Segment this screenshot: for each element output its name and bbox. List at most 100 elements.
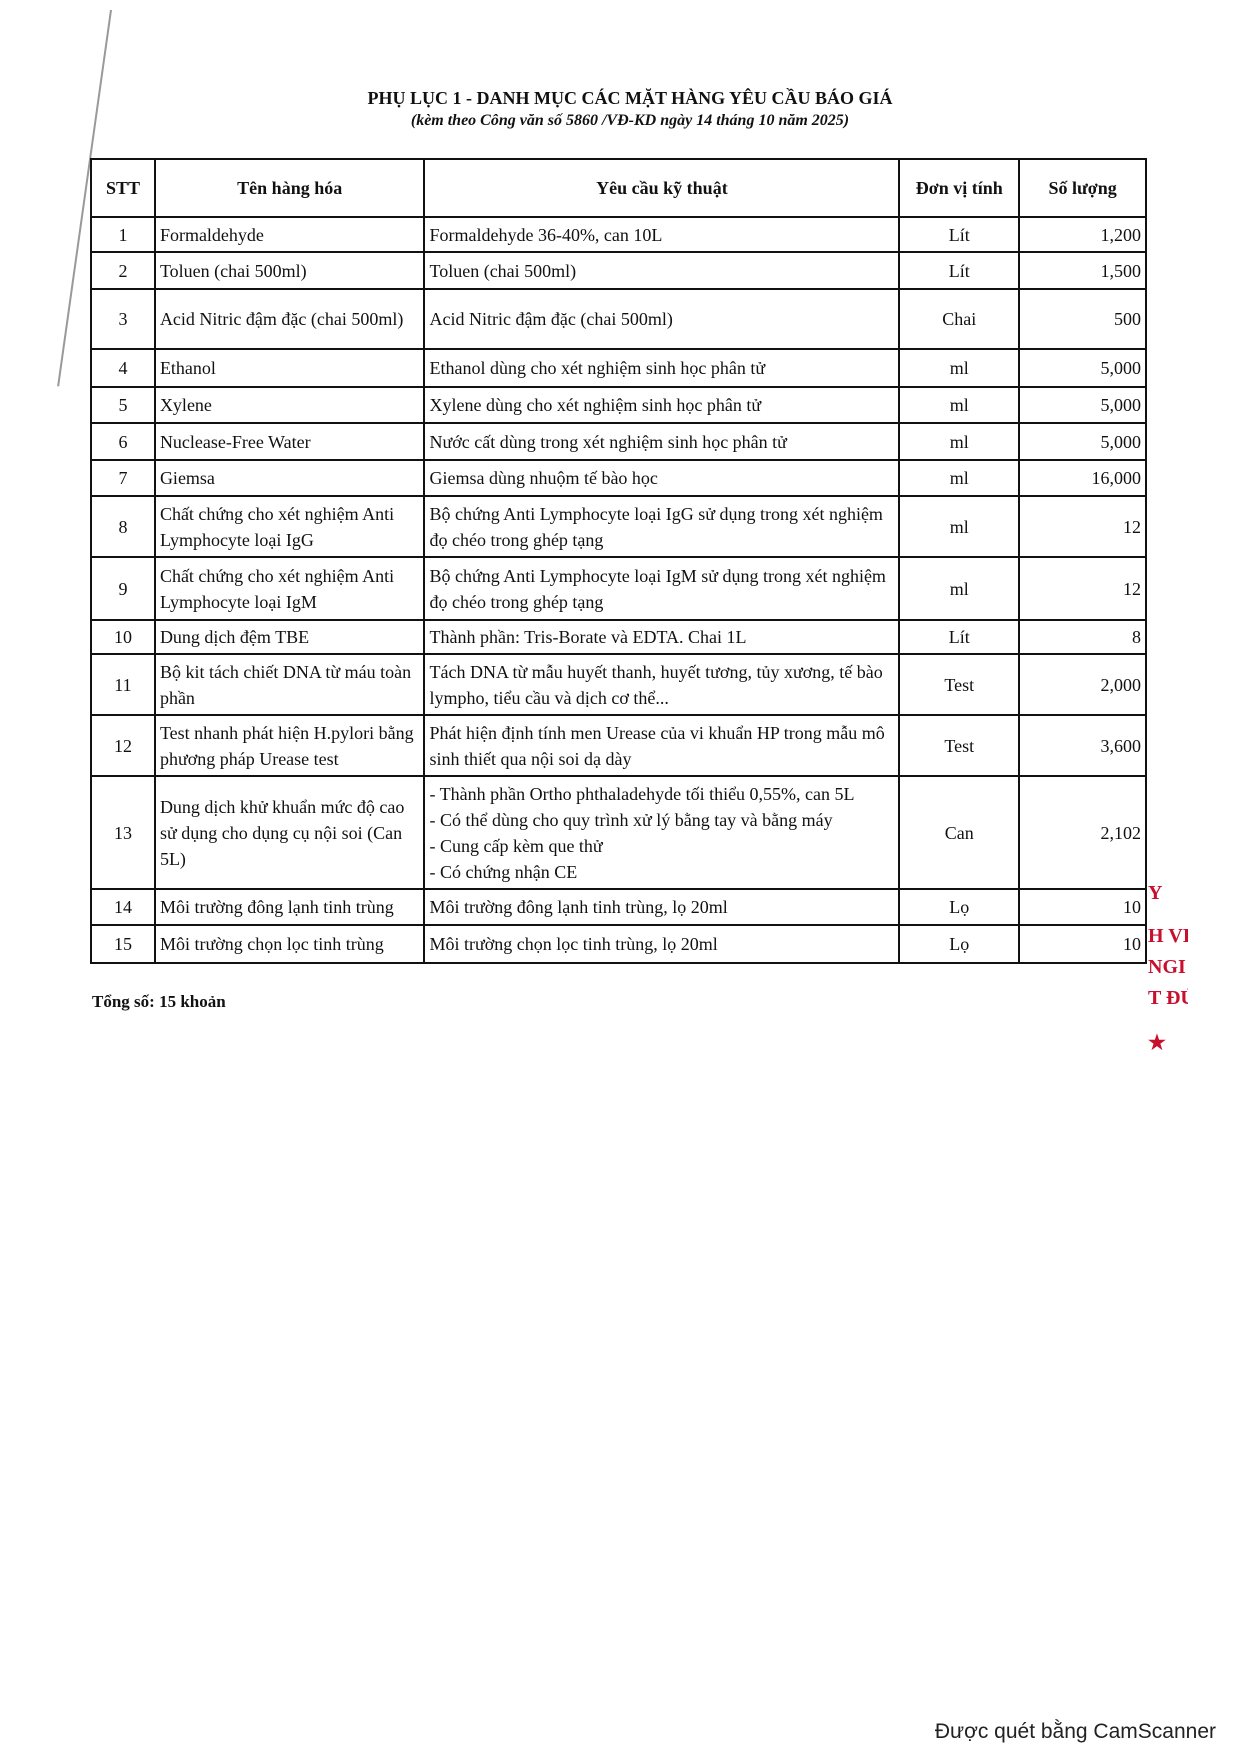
cell-name: Nuclease-Free Water xyxy=(153,422,426,461)
table-row: 3 Acid Nitric đậm đặc (chai 500ml) Acid Ni… xyxy=(90,288,1147,350)
page-subtitle: (kèm theo Công văn số 5860 /VĐ-KD ngày 1… xyxy=(410,112,850,129)
cell-unit: ml xyxy=(898,348,1021,388)
cell-spec: Bộ chứng Anti Lymphocyte loại IgG sử dụn… xyxy=(423,495,901,558)
cell-name: Chất chứng cho xét nghiệm Anti Lymphocyt… xyxy=(153,556,426,621)
cell-stt: 4 xyxy=(90,348,156,388)
table-row: 6 Nuclease-Free Water Nước cất dùng trong … xyxy=(90,422,1147,461)
cell-qty: 5,000 xyxy=(1018,348,1147,388)
cell-stt: 2 xyxy=(90,251,156,290)
cell-qty: 10 xyxy=(1018,888,1147,926)
table-row: 11 Bộ kit tách chiết DNA từ máu toàn phần… xyxy=(90,653,1147,716)
cell-unit: Lít xyxy=(898,619,1021,655)
header-qty: Số lượng xyxy=(1018,158,1147,218)
cell-qty: 1,500 xyxy=(1018,251,1147,290)
header-stt: STT xyxy=(90,158,156,218)
table-row: 8 Chất chứng cho xét nghiệm Anti Lymphocy… xyxy=(90,495,1147,558)
cell-stt: 13 xyxy=(90,775,156,890)
cell-spec: Môi trường chọn lọc tinh trùng, lọ 20ml xyxy=(423,924,901,964)
table-row: 13 Dung dịch khử khuẩn mức độ cao sử dụng… xyxy=(90,775,1147,890)
cell-unit: Lít xyxy=(898,251,1021,290)
cell-spec: - Thành phần Ortho phthaladehyde tối thi… xyxy=(423,775,901,890)
cell-stt: 6 xyxy=(90,422,156,461)
cell-spec: Ethanol dùng cho xét nghiệm sinh học phâ… xyxy=(423,348,901,388)
items-table: STT Tên hàng hóa Yêu cầu kỹ thuật Đơn vị… xyxy=(90,158,1147,964)
cell-qty: 3,600 xyxy=(1018,714,1147,777)
cell-stt: 9 xyxy=(90,556,156,621)
table-row: 1 Formaldehyde Formaldehyde 36-40%, can 10… xyxy=(90,216,1147,253)
cell-stt: 15 xyxy=(90,924,156,964)
cell-spec: Môi trường đông lạnh tinh trùng, lọ 20ml xyxy=(423,888,901,926)
cell-spec: Giemsa dùng nhuộm tế bào học xyxy=(423,459,901,497)
cell-name: Môi trường chọn lọc tinh trùng xyxy=(153,924,426,964)
cell-spec: Xylene dùng cho xét nghiệm sinh học phân… xyxy=(423,386,901,424)
cell-unit: Test xyxy=(898,653,1021,716)
cell-stt: 5 xyxy=(90,386,156,424)
cell-qty: 16,000 xyxy=(1018,459,1147,497)
table-row: 12 Test nhanh phát hiện H.pylori bằng phư… xyxy=(90,714,1147,777)
cell-unit: Lọ xyxy=(898,924,1021,964)
cell-spec: Nước cất dùng trong xét nghiệm sinh học … xyxy=(423,422,901,461)
table-row: 4 Ethanol Ethanol dùng cho xét nghiệm sinh… xyxy=(90,348,1147,388)
cell-qty: 8 xyxy=(1018,619,1147,655)
cell-name: Ethanol xyxy=(153,348,426,388)
cell-unit: Can xyxy=(898,775,1021,890)
header-name: Tên hàng hóa xyxy=(153,158,426,218)
page-title: PHỤ LỤC 1 - DANH MỤC CÁC MẶT HÀNG YÊU CẦ… xyxy=(367,88,893,108)
table-row: 7 Giemsa Giemsa dùng nhuộm tế bào học ml 16,… xyxy=(90,459,1147,497)
cell-qty: 10 xyxy=(1018,924,1147,964)
cell-stt: 12 xyxy=(90,714,156,777)
cell-name: Xylene xyxy=(153,386,426,424)
cell-qty: 2,102 xyxy=(1018,775,1147,890)
cell-qty: 5,000 xyxy=(1018,386,1147,424)
cell-qty: 1,200 xyxy=(1018,216,1147,253)
header-spec: Yêu cầu kỹ thuật xyxy=(423,158,901,218)
table-row: 15 Môi trường chọn lọc tinh trùng Môi trườ… xyxy=(90,924,1147,964)
cell-name: Dung dịch khử khuẩn mức độ cao sử dụng c… xyxy=(153,775,426,890)
cell-qty: 500 xyxy=(1018,288,1147,350)
cell-spec: Thành phần: Tris-Borate và EDTA. Chai 1L xyxy=(423,619,901,655)
table-row: 14 Môi trường đông lạnh tinh trùng Môi trư… xyxy=(90,888,1147,926)
spec-line: - Cung cấp kèm que thử xyxy=(429,835,603,856)
cell-name: Toluen (chai 500ml) xyxy=(153,251,426,290)
cell-unit: ml xyxy=(898,386,1021,424)
spec-line: - Thành phần Ortho phthaladehyde tối thi… xyxy=(429,783,855,804)
cell-name: Test nhanh phát hiện H.pylori bằng phươn… xyxy=(153,714,426,777)
cell-qty: 5,000 xyxy=(1018,422,1147,461)
cell-qty: 2,000 xyxy=(1018,653,1147,716)
cell-unit: ml xyxy=(898,495,1021,558)
cell-unit: ml xyxy=(898,556,1021,621)
spec-line: - Có thể dùng cho quy trình xử lý bằng t… xyxy=(429,809,833,830)
cell-stt: 7 xyxy=(90,459,156,497)
table-header-row: STT Tên hàng hóa Yêu cầu kỹ thuật Đơn vị… xyxy=(90,158,1147,218)
table-row: 9 Chất chứng cho xét nghiệm Anti Lymphocy… xyxy=(90,556,1147,621)
cell-unit: Test xyxy=(898,714,1021,777)
spec-line: - Có chứng nhận CE xyxy=(429,861,578,882)
cell-spec: Formaldehyde 36-40%, can 10L xyxy=(423,216,901,253)
scanner-watermark: Được quét bằng CamScanner xyxy=(934,1720,1216,1743)
cell-unit: Chai xyxy=(898,288,1021,350)
cell-stt: 3 xyxy=(90,288,156,350)
cell-qty: 12 xyxy=(1018,495,1147,558)
cell-unit: Lọ xyxy=(898,888,1021,926)
cell-stt: 14 xyxy=(90,888,156,926)
cell-spec: Acid Nitric đậm đặc (chai 500ml) xyxy=(423,288,901,350)
cell-stt: 10 xyxy=(90,619,156,655)
cell-unit: Lít xyxy=(898,216,1021,253)
cell-name: Formaldehyde xyxy=(153,216,426,253)
red-stamp: Y H VIỆ NGI T ĐÚ ★ xyxy=(1148,882,1188,1054)
cell-spec: Bộ chứng Anti Lymphocyte loại IgM sử dụn… xyxy=(423,556,901,621)
cell-spec: Tách DNA từ mẫu huyết thanh, huyết tương… xyxy=(423,653,901,716)
table-row: 2 Toluen (chai 500ml) Toluen (chai 500ml) L… xyxy=(90,251,1147,290)
cell-stt: 8 xyxy=(90,495,156,558)
cell-unit: ml xyxy=(898,459,1021,497)
cell-spec: Toluen (chai 500ml) xyxy=(423,251,901,290)
cell-stt: 11 xyxy=(90,653,156,716)
header-unit: Đơn vị tính xyxy=(898,158,1021,218)
total-count: Tổng số: 15 khoản xyxy=(92,992,226,1011)
cell-name: Dung dịch đệm TBE xyxy=(153,619,426,655)
cell-name: Môi trường đông lạnh tinh trùng xyxy=(153,888,426,926)
table-row: 5 Xylene Xylene dùng cho xét nghiệm sinh h… xyxy=(90,386,1147,424)
cell-stt: 1 xyxy=(90,216,156,253)
cell-name: Giemsa xyxy=(153,459,426,497)
cell-name: Acid Nitric đậm đặc (chai 500ml) xyxy=(153,288,426,350)
